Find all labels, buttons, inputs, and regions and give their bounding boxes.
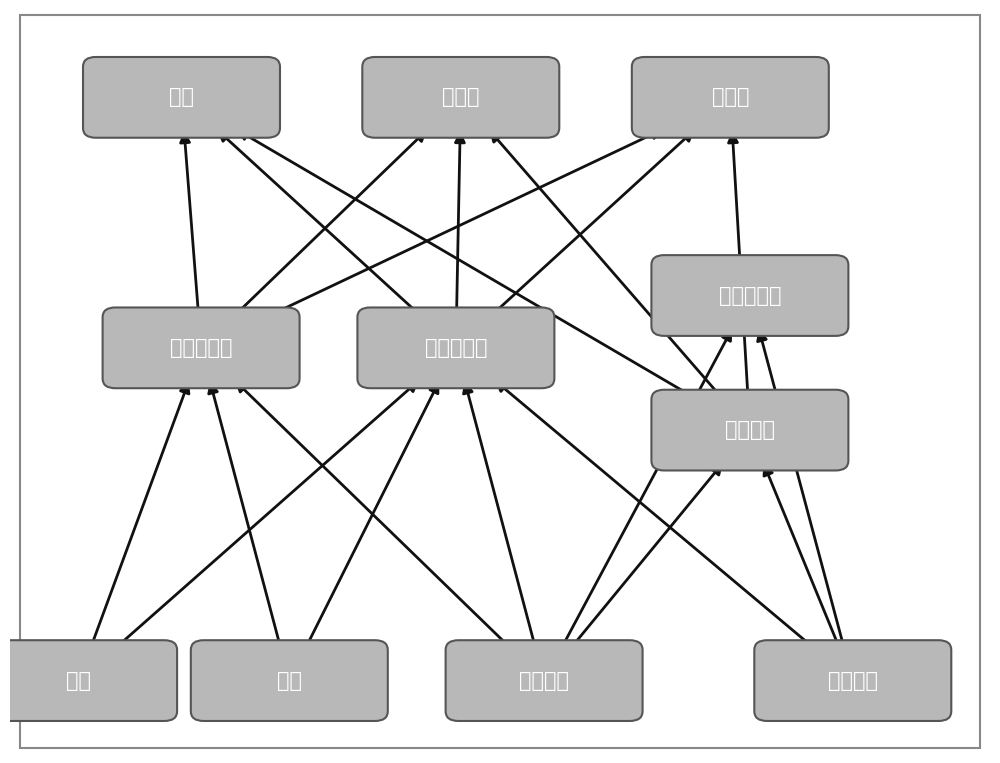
FancyBboxPatch shape (362, 57, 559, 138)
FancyBboxPatch shape (446, 640, 643, 721)
FancyBboxPatch shape (191, 640, 388, 721)
Text: 香蒲: 香蒲 (277, 671, 302, 691)
FancyBboxPatch shape (651, 390, 848, 471)
Text: 黄沙鳅: 黄沙鳅 (442, 87, 480, 108)
FancyBboxPatch shape (0, 640, 177, 721)
FancyBboxPatch shape (632, 57, 829, 138)
Text: 浮游动物: 浮游动物 (725, 420, 775, 440)
Text: 梨形环棱螺: 梨形环棱螺 (425, 338, 487, 358)
Text: 浮游植物: 浮游植物 (519, 671, 569, 691)
FancyBboxPatch shape (357, 307, 554, 388)
FancyBboxPatch shape (651, 255, 848, 336)
Text: 麦穗鱼: 麦穗鱼 (712, 87, 749, 108)
Text: 沉水植物: 沉水植物 (828, 671, 878, 691)
Text: 中华圆田螺: 中华圆田螺 (719, 285, 781, 305)
FancyBboxPatch shape (103, 307, 300, 388)
FancyBboxPatch shape (754, 640, 951, 721)
Text: 芦苇: 芦苇 (66, 671, 91, 691)
Text: 红鲌: 红鲌 (169, 87, 194, 108)
Text: 铜锈环棱螺: 铜锈环棱螺 (170, 338, 232, 358)
FancyBboxPatch shape (83, 57, 280, 138)
